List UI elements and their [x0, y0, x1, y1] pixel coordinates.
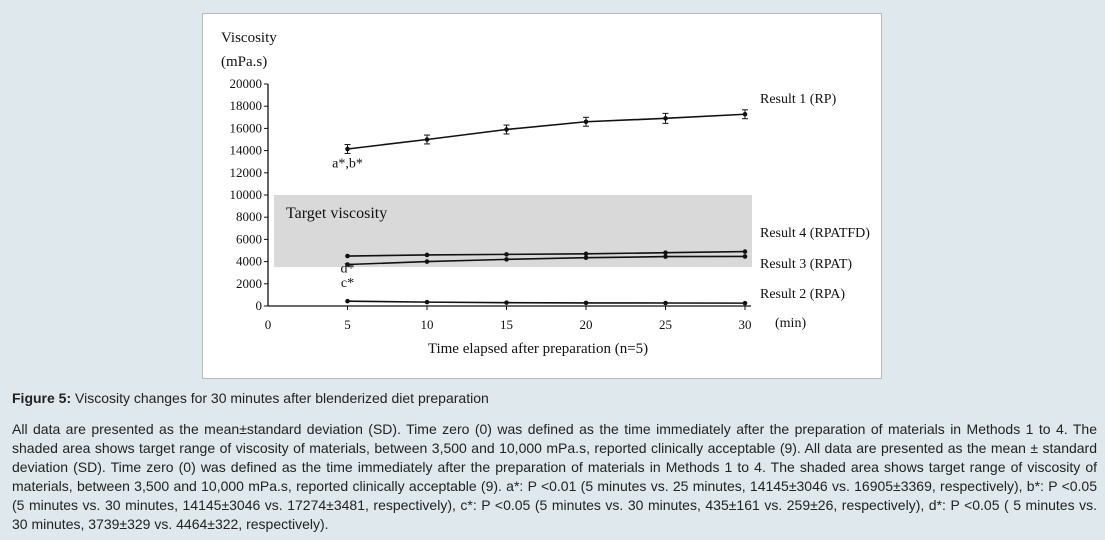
annotation-label: d* — [341, 262, 355, 277]
annotation-label: c* — [341, 276, 354, 291]
series-line — [347, 255, 746, 266]
data-point — [504, 252, 509, 257]
figure-description: All data are presented as the mean±stand… — [12, 421, 1097, 532]
x-tick-label: 25 — [659, 317, 672, 332]
y-tick-label: 12000 — [230, 165, 263, 180]
series-line — [347, 113, 746, 150]
y-ticks: 0 2000 4000 6000 8000 10000 12000 14000 16000 180… — [230, 76, 268, 313]
series-label: Result 2 (RPA) — [760, 287, 845, 302]
annotation-label: a*,b* — [332, 156, 363, 171]
y-tick-label: 8000 — [236, 209, 262, 224]
y-axis-unit: (mPa.s) — [221, 54, 267, 70]
figure-caption: Figure 5: Viscosity changes for 30 minut… — [12, 389, 1097, 408]
data-point — [742, 249, 748, 254]
data-point — [424, 137, 430, 142]
data-point — [663, 250, 668, 256]
series-line — [347, 300, 746, 304]
y-tick-label: 18000 — [230, 98, 263, 113]
series-4: Result 2 (RPA) — [345, 287, 845, 306]
series-2: Result 4 (RPATFD) — [345, 226, 870, 259]
series-layer: Result 1 (RP) Result 4 (RPATFD) Result 3 (… — [344, 92, 870, 306]
series-label: Result 4 (RPATFD) — [760, 226, 870, 241]
y-tick-label: 20000 — [230, 76, 263, 91]
data-point — [663, 254, 668, 259]
data-point — [583, 300, 589, 306]
annotations: a*,b* d*c* — [332, 156, 363, 291]
data-point — [663, 116, 668, 121]
y-tick-label: 14000 — [230, 143, 263, 158]
data-point — [742, 254, 748, 259]
viscosity-line-chart: Target viscosity Viscosity (mPa.s) 02000… — [221, 30, 870, 357]
data-point — [504, 257, 509, 262]
series-1: Result 1 (RP) — [344, 92, 837, 154]
y-tick-label: 16000 — [230, 120, 263, 135]
data-point — [583, 119, 589, 125]
data-point — [424, 259, 430, 264]
x-axis-unit: (min) — [775, 316, 806, 331]
y-tick-label: 2000 — [236, 276, 262, 291]
data-point — [742, 300, 748, 306]
data-point — [424, 252, 430, 258]
series-line — [347, 250, 746, 257]
figure-label: Figure 5: — [12, 390, 72, 406]
x-tick-label: 20 — [580, 317, 593, 332]
x-tick-label: 10 — [421, 317, 434, 332]
x-tick-label: 0 — [265, 317, 272, 332]
y-tick-label: 0 — [256, 298, 263, 313]
x-ticks: 0 5 10 15 20 25 30 — [265, 306, 752, 332]
data-point — [663, 300, 668, 306]
y-tick-label: 4000 — [236, 254, 262, 269]
x-tick-label: 15 — [500, 317, 513, 332]
data-point — [345, 298, 350, 304]
data-point — [583, 251, 589, 257]
x-tick-label: 30 — [739, 317, 752, 332]
data-point — [742, 111, 748, 117]
y-tick-label: 10000 — [230, 187, 263, 202]
data-point — [583, 255, 589, 261]
series-3: Result 3 (RPAT) — [345, 254, 852, 272]
figure-title: Viscosity changes for 30 minutes after b… — [71, 390, 489, 406]
x-axis-label: Time elapsed after preparation (n=5) — [428, 341, 648, 357]
x-tick-label: 5 — [344, 317, 351, 332]
series-label: Result 3 (RPAT) — [760, 257, 852, 272]
y-tick-label: 6000 — [236, 231, 262, 246]
data-point — [424, 299, 430, 305]
data-point — [504, 127, 509, 132]
y-axis-label: Viscosity — [221, 30, 277, 46]
target-viscosity-label: Target viscosity — [286, 205, 387, 222]
data-point — [345, 262, 350, 267]
data-point — [504, 300, 509, 305]
series-label: Result 1 (RP) — [760, 92, 837, 107]
data-point — [345, 253, 350, 259]
data-point — [345, 146, 350, 152]
